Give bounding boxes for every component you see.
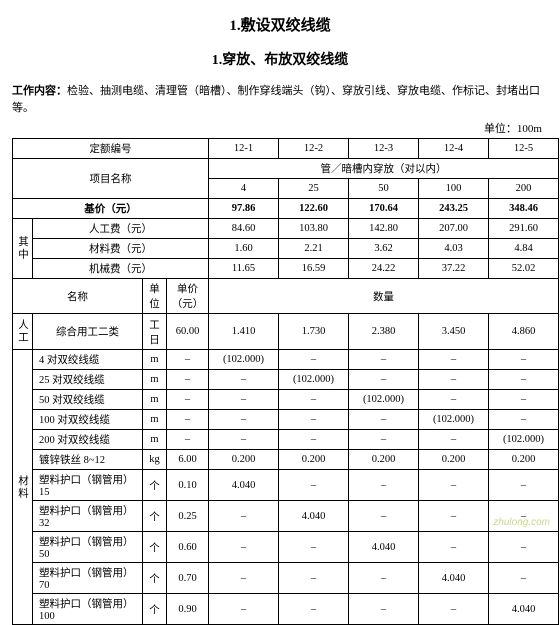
work-content: 工作内容：检验、抽测电缆、清理管（暗槽）、制作穿线端头（钩）、穿放引线、穿放电缆… bbox=[12, 83, 548, 116]
main-title: 1.敷设双绞线缆 bbox=[12, 14, 548, 35]
unit-label: 单位：100m bbox=[12, 120, 548, 136]
quota-table: 定额编号12-112-212-312-412-5项目名称管／暗槽内穿放（对以内）… bbox=[12, 138, 559, 625]
watermark: zhulong.com bbox=[493, 517, 550, 528]
sub-title: 1.穿放、布放双绞线缆 bbox=[12, 49, 548, 69]
